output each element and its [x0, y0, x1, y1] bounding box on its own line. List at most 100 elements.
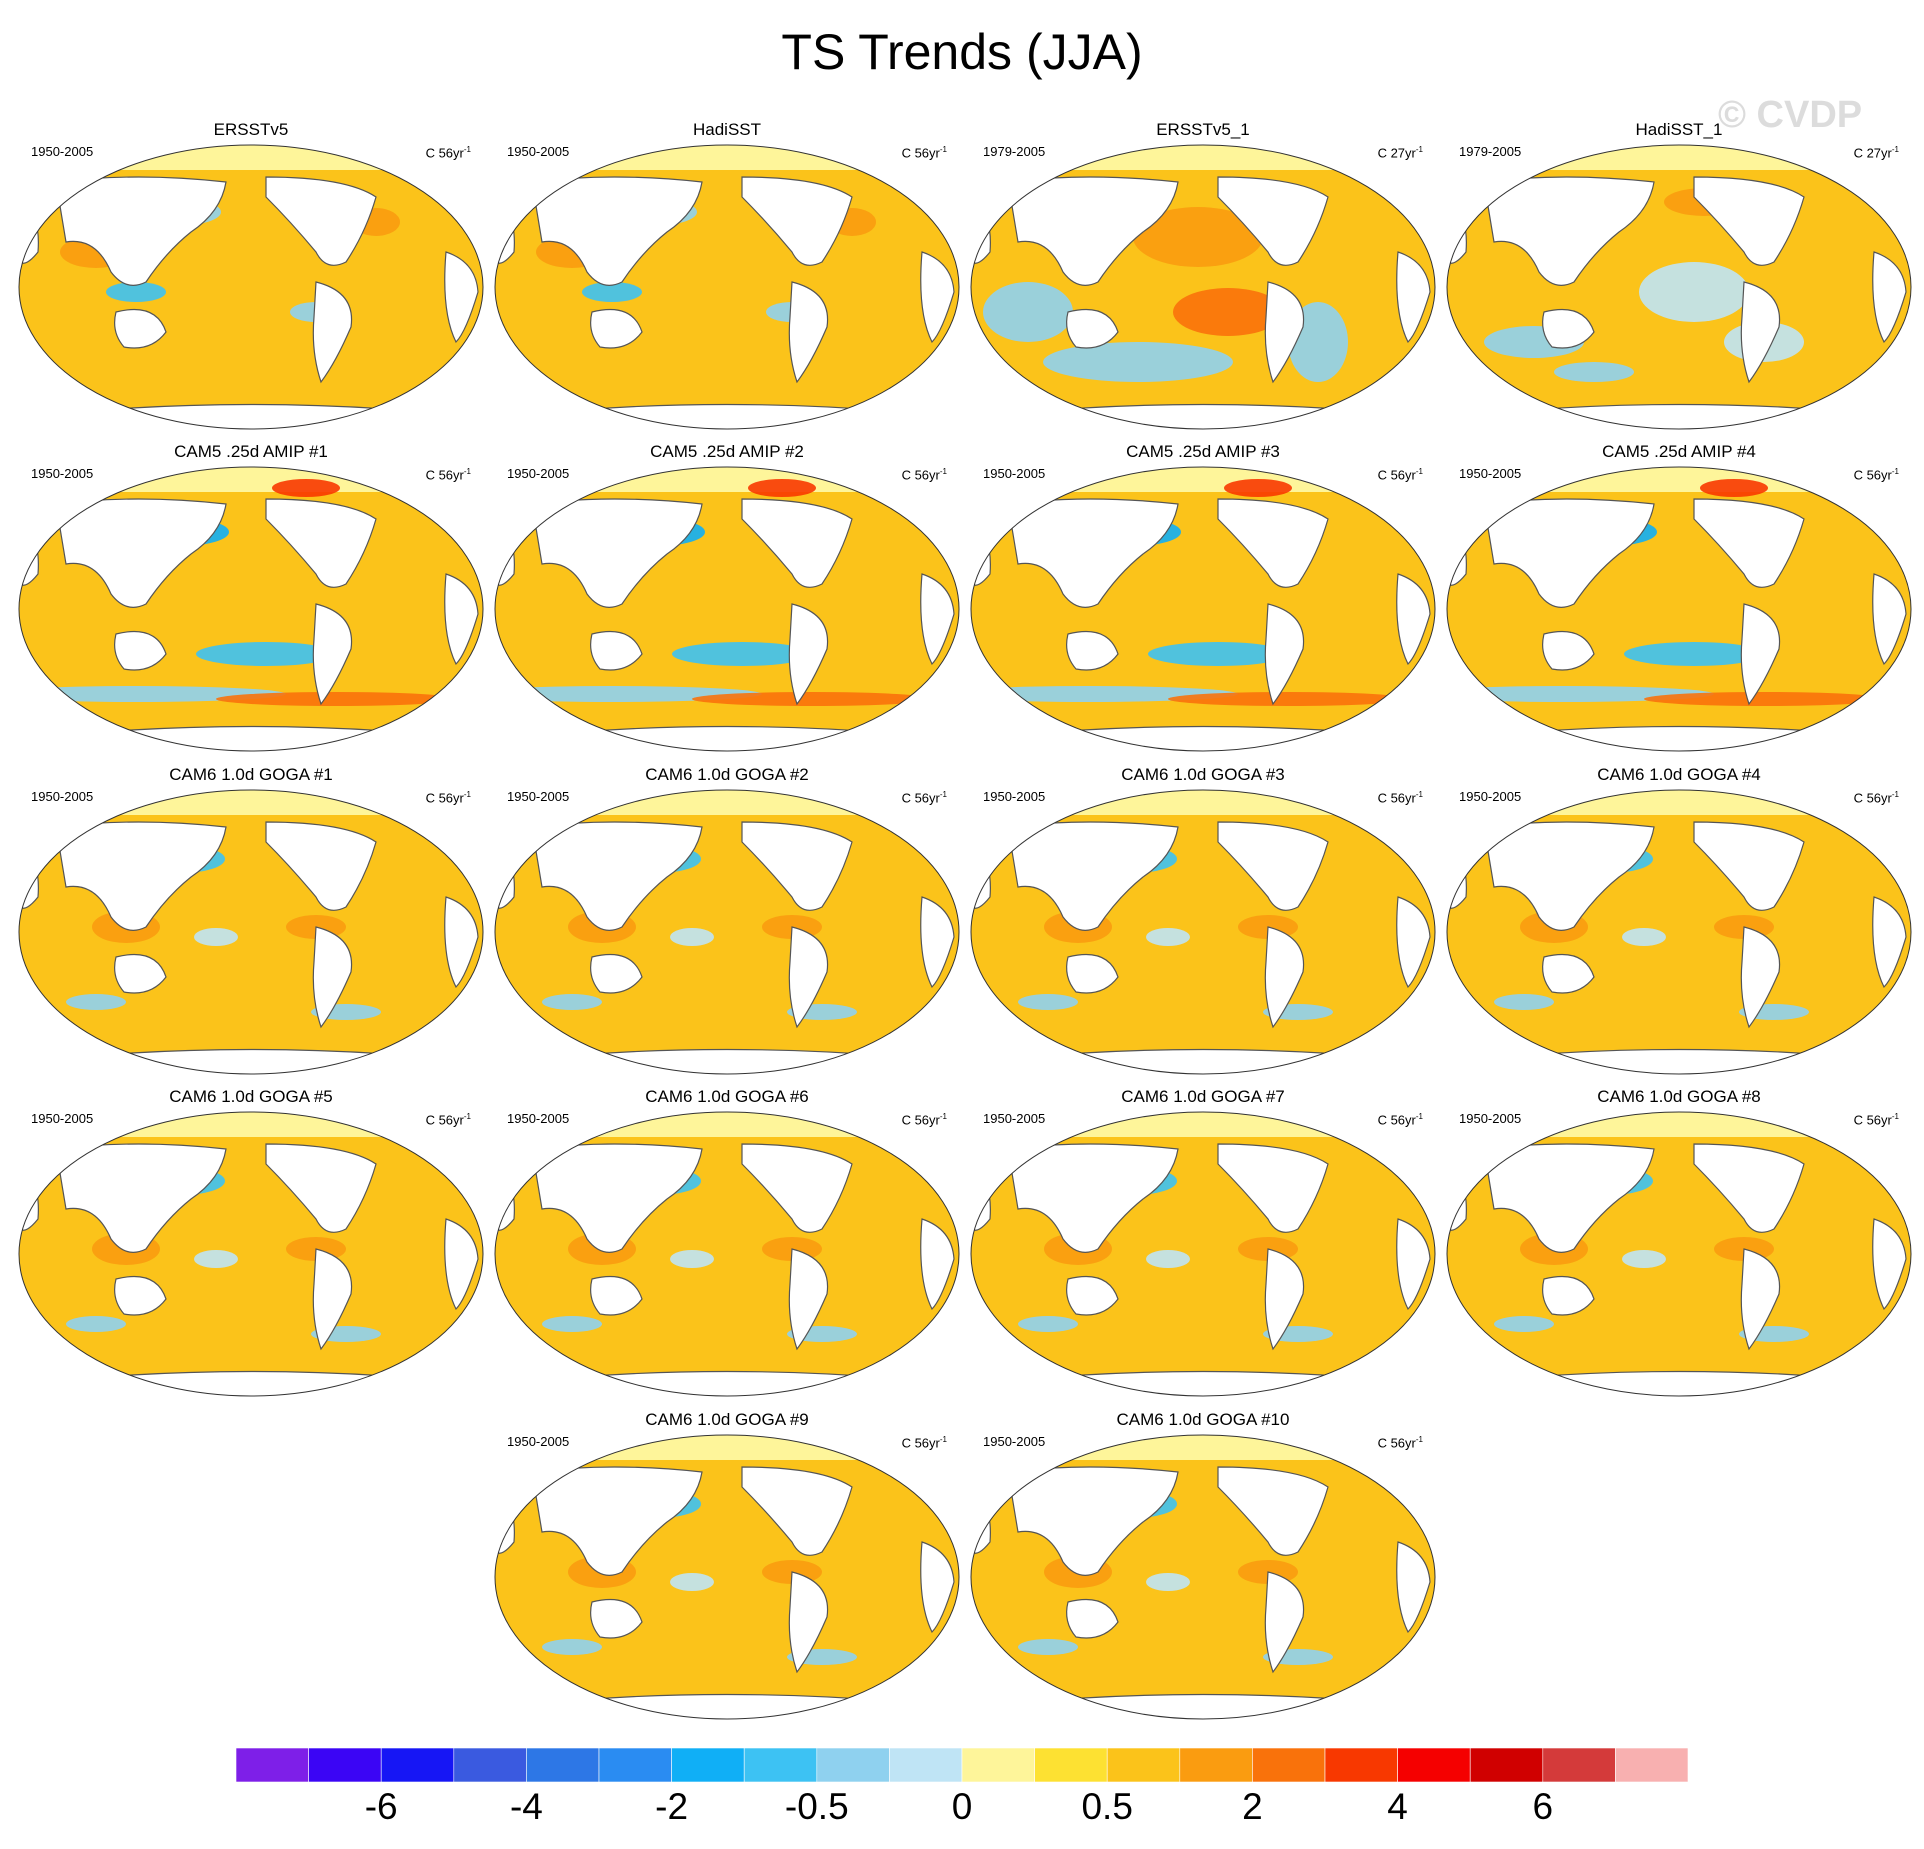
land-mass	[1503, 725, 1855, 751]
land-mass	[1483, 1143, 1655, 1253]
colorbar-swatch	[1397, 1748, 1471, 1782]
land-mass	[1483, 498, 1655, 608]
anomaly-region	[1494, 994, 1554, 1010]
panel-period: 1950-2005	[507, 1434, 570, 1449]
robinson-map	[18, 466, 484, 752]
land-mass	[1217, 1143, 1329, 1233]
polar-band	[495, 1112, 959, 1137]
panel-units: C 56yr-1	[1853, 467, 1899, 483]
land-mass	[531, 1143, 703, 1253]
land-mass	[55, 1143, 227, 1253]
polar-band	[971, 145, 1435, 170]
panel-title: CAM5 .25d AMIP #1	[174, 442, 328, 461]
panel-period: 1950-2005	[1459, 1111, 1522, 1126]
robinson-map	[970, 144, 1436, 430]
anomaly-region	[748, 479, 816, 497]
polar-band	[971, 1435, 1435, 1460]
panel-title: CAM6 1.0d GOGA #1	[169, 765, 333, 784]
ocean-field	[19, 467, 483, 751]
anomaly-region	[1700, 479, 1768, 497]
colorbar-swatch	[1615, 1748, 1688, 1782]
anomaly-region	[66, 994, 126, 1010]
colorbar-swatch	[1324, 1748, 1398, 1782]
anomaly-region	[1146, 1573, 1190, 1591]
land-mass	[75, 403, 427, 429]
land-mass	[75, 725, 427, 751]
land-mass	[114, 953, 167, 994]
polar-band	[971, 467, 1435, 492]
land-mass	[1217, 1466, 1329, 1556]
land-mass	[1264, 603, 1305, 706]
map-border	[1446, 789, 1912, 1075]
map-border	[970, 466, 1436, 752]
panel-title: CAM6 1.0d GOGA #9	[645, 1410, 809, 1429]
land-mass	[1264, 281, 1305, 384]
panel-units: C 56yr-1	[1377, 790, 1423, 806]
ocean-field	[1447, 1112, 1911, 1396]
land-mass	[495, 523, 515, 586]
colorbar-swatch	[816, 1748, 890, 1782]
colorbar-tick-label: 0.5	[1081, 1786, 1133, 1827]
polar-band	[495, 467, 959, 492]
panel-period: 1950-2005	[507, 1111, 570, 1126]
land-mass	[920, 573, 955, 666]
land-mass	[312, 1248, 353, 1351]
polar-band	[495, 1435, 959, 1460]
land-mass	[19, 1168, 39, 1231]
ocean-field	[495, 467, 959, 751]
panel-period: 1950-2005	[1459, 466, 1522, 481]
robinson-map	[970, 789, 1436, 1075]
colorbar-swatch	[598, 1748, 672, 1782]
anomaly-region	[1043, 342, 1233, 382]
panel-title: CAM6 1.0d GOGA #3	[1121, 765, 1285, 784]
polar-band	[19, 467, 483, 492]
land-mass	[1396, 896, 1431, 989]
land-mass	[19, 523, 39, 586]
land-mass	[971, 1168, 991, 1231]
land-mass	[788, 926, 829, 1029]
ocean-field	[495, 790, 959, 1074]
colorbar-tick-label: -6	[364, 1786, 398, 1827]
cvdp-watermark: © CVDP	[1718, 94, 1863, 136]
land-mass	[741, 498, 853, 588]
map-panel: CAM5 .25d AMIP #1 1950-2005 C 56yr-1	[16, 442, 486, 752]
polar-band	[19, 790, 483, 815]
polar-band	[1447, 467, 1911, 492]
polar-band	[1447, 790, 1911, 815]
anomaly-region	[582, 282, 642, 302]
robinson-map	[494, 466, 960, 752]
map-panel: ERSSTv5 1950-2005 C 56yr-1	[16, 120, 486, 430]
anomaly-region	[1018, 1316, 1078, 1332]
panel-period: 1950-2005	[31, 144, 94, 159]
land-mass	[971, 201, 991, 264]
land-mass	[1217, 498, 1329, 588]
panel-title: HadiSST_1	[1635, 120, 1723, 139]
land-mass	[55, 498, 227, 608]
anomaly-region	[670, 928, 714, 946]
land-mass	[1447, 201, 1467, 264]
land-mass	[741, 1466, 853, 1556]
land-mass	[551, 725, 903, 751]
anomaly-region	[1146, 928, 1190, 946]
land-mass	[1503, 403, 1855, 429]
land-mass	[265, 1143, 377, 1233]
land-mass	[1066, 308, 1119, 349]
robinson-map	[1446, 789, 1912, 1075]
ocean-field	[971, 790, 1435, 1074]
map-border	[1446, 144, 1912, 430]
panel-period: 1950-2005	[1459, 789, 1522, 804]
land-mass	[551, 1370, 903, 1396]
panel-title: CAM6 1.0d GOGA #8	[1597, 1087, 1761, 1106]
map-panel: CAM6 1.0d GOGA #5 1950-2005 C 56yr-1	[16, 1087, 486, 1397]
colorbar-labels: -6 -4 -2 -0.5 0 0.5 2 4 6	[0, 1785, 1924, 1830]
land-mass	[1066, 1275, 1119, 1316]
land-mass	[1264, 1571, 1305, 1674]
polar-band	[495, 145, 959, 170]
panel-period: 1950-2005	[983, 466, 1046, 481]
land-mass	[75, 1048, 427, 1074]
colorbar-swatch	[671, 1748, 745, 1782]
land-mass	[788, 281, 829, 384]
anomaly-region	[1224, 479, 1292, 497]
anomaly-region	[1018, 1639, 1078, 1655]
anomaly-region	[1624, 642, 1764, 666]
